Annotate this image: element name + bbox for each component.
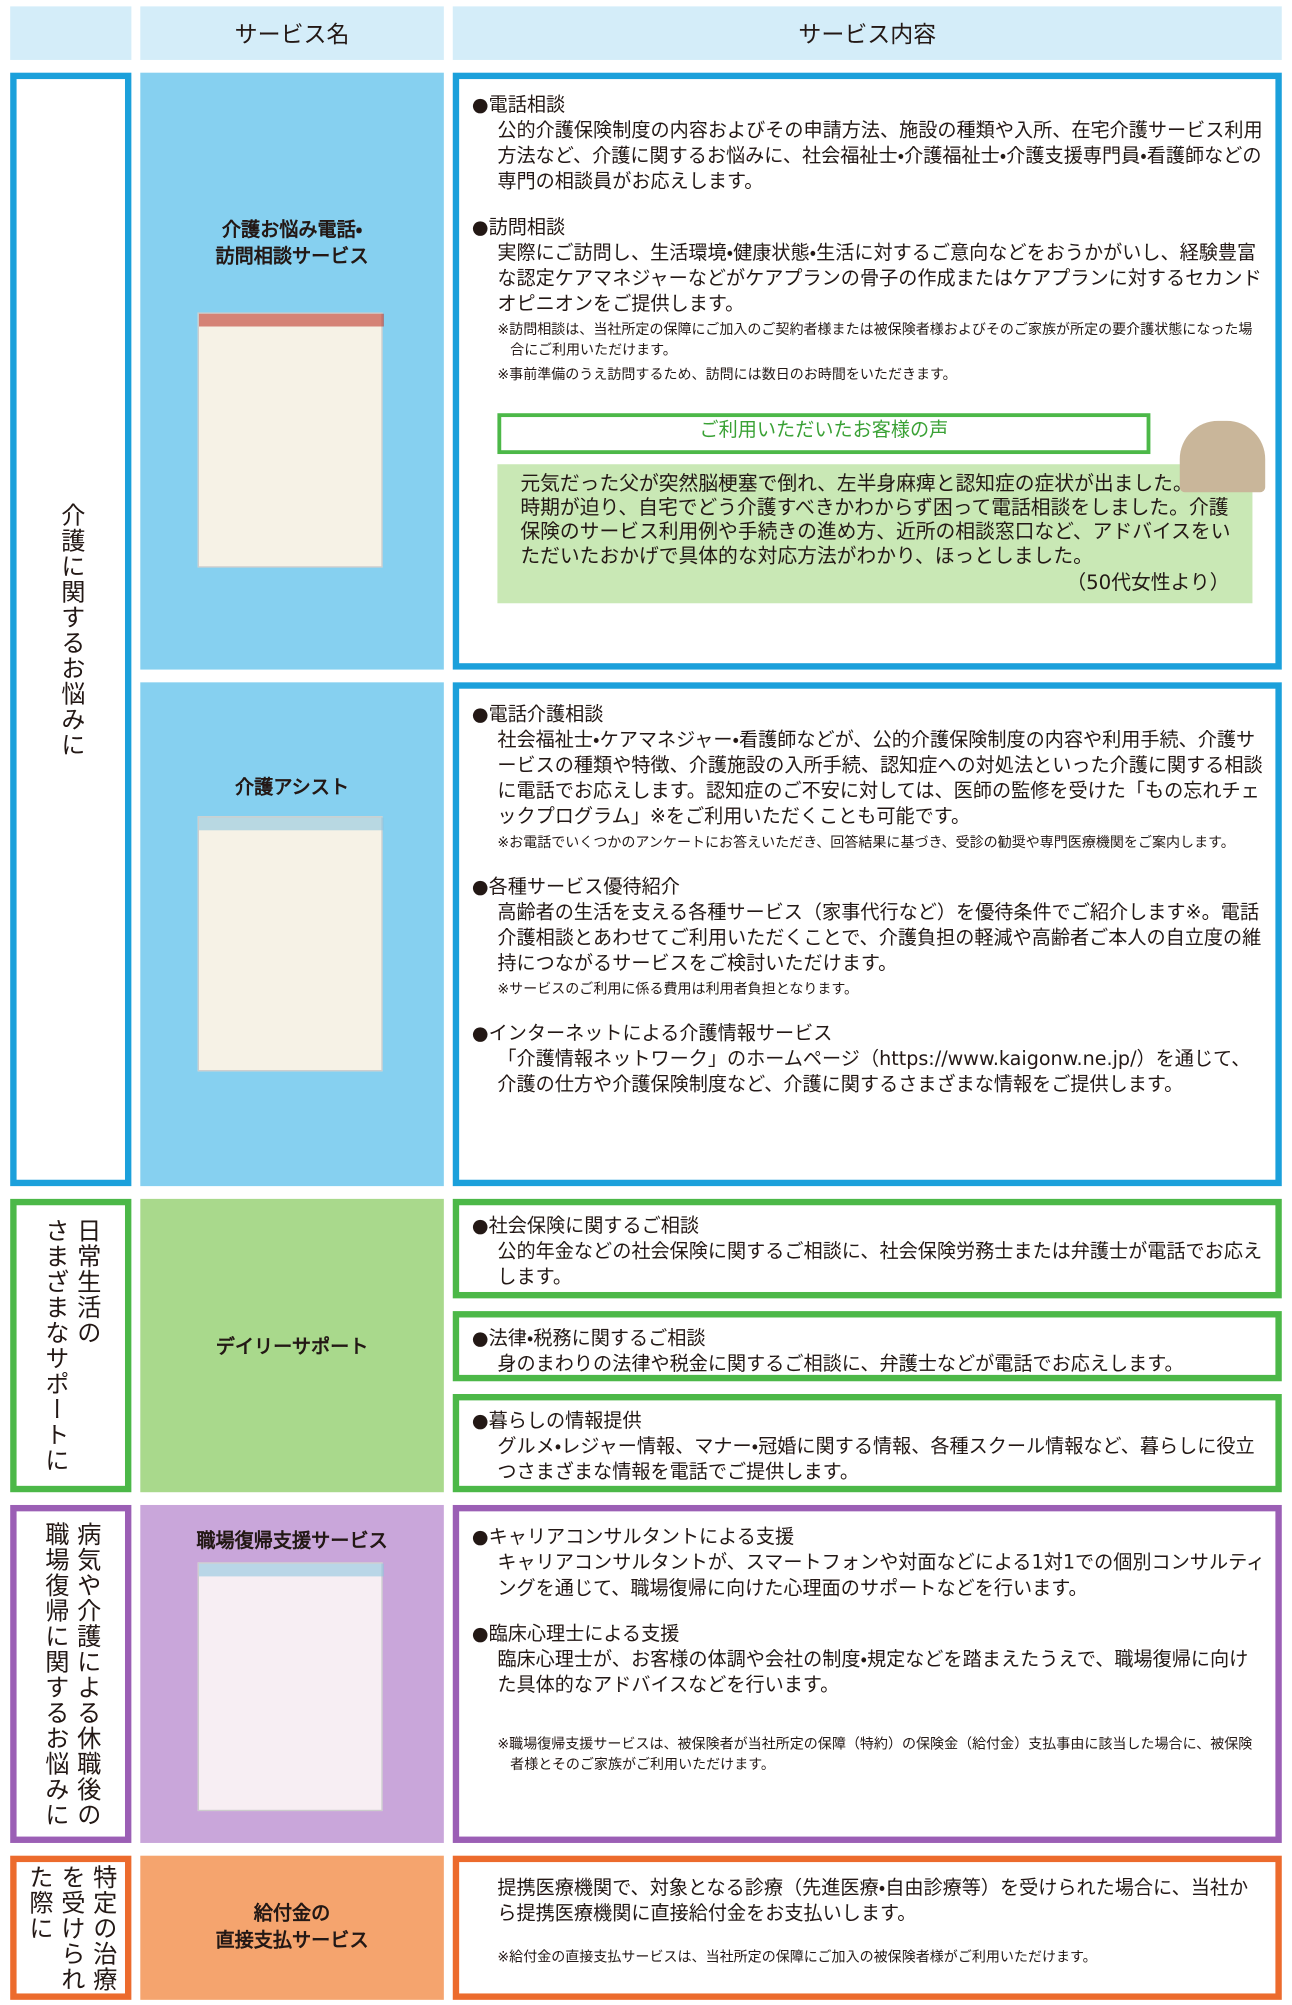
service-name: 職場復帰支援サービス [140, 1528, 444, 1555]
content-box: ●電話相談 公的介護保険制度の内容およびその申請方法、施設の種類や入所、在宅介護サ… [452, 72, 1282, 670]
category-text: 介護に関するお悩みに [55, 502, 87, 757]
category-text: 病気や介護による休職後の 職場復帰に関するお悩みに [39, 1521, 103, 1827]
item-body: 公的年金などの社会保険に関するご相談に、社会保険労務士または弁護士が電話でお応え… [497, 1239, 1263, 1289]
voice-body: 元気だった父が突然脳梗塞で倒れ、左半身麻痺と認知症の症状が出ました。退院時期が迫… [497, 464, 1253, 604]
spacer [472, 853, 1265, 873]
item-body: 公的介護保険制度の内容およびその申請方法、施設の種類や入所、在宅介護サービス利用… [497, 118, 1263, 193]
note: ※お電話でいくつかのアンケートにお答えいただき、回答結果に基づき、受診の勧奨や専… [497, 834, 1235, 851]
note: ※給付金の直接支払サービスは、当社所定の保障にご加入の被保険者様がご利用いただけ… [497, 1948, 1097, 1966]
service-name-line: 介護お悩み電話・ [221, 218, 363, 242]
category-line: 特定の治療 [89, 1863, 118, 1992]
content-box: ●暮らしの情報提供 グルメ・レジャー情報、マナー・冠婚に関する情報、各種スクール情… [452, 1394, 1282, 1493]
item-heading: ●電話介護相談 [471, 702, 604, 726]
service-name: 介護お悩み電話・ 訪問相談サービス [140, 217, 444, 271]
item-heading: ●社会保険に関するご相談 [471, 1214, 700, 1238]
spacer [472, 1926, 1265, 1944]
item-heading: ●臨床心理士による支援 [471, 1622, 680, 1646]
service-name-line: 訪問相談サービス [215, 244, 369, 268]
item-heading: ●インターネットによる介護情報サービス [471, 1021, 833, 1045]
note: ※サービスのご利用に係る費用は利用者負担となります。 [497, 980, 859, 998]
category-line: を受けられ [57, 1863, 86, 1992]
note: ※事前準備のうえ訪問するため、訪問には数日のお時間をいただきます。 [497, 366, 957, 383]
service-name: 介護アシスト [140, 774, 444, 801]
service-name: デイリーサポート [140, 1334, 444, 1361]
category-text: 日常生活の さまざまなサポートに [39, 1218, 103, 1473]
service-name-line: デイリーサポート [215, 1335, 369, 1359]
item-body: 「介護情報ネットワーク」のホームページ（https://www.kaigonw.… [497, 1047, 1251, 1096]
category-line: さまざまなサポートに [41, 1218, 70, 1474]
content-box: ●社会保険に関するご相談 公的年金などの社会保険に関するご相談に、社会保険労務士ま… [452, 1198, 1282, 1299]
spacer [472, 1000, 1265, 1020]
category-text: 特定の治療 を受けられ た際に [23, 1864, 119, 1992]
brochure-band [198, 817, 384, 831]
service-name-line: 介護アシスト [235, 775, 350, 799]
item-body: グルメ・レジャー情報、マナー・冠婚に関する情報、各種スクール情報など、暮らしに役… [497, 1434, 1255, 1484]
brochure-band [198, 1563, 384, 1577]
item-heading: ●訪問相談 [471, 215, 566, 239]
item-body: 臨床心理士が、お客様の体調や会社の制度・規定などを踏まえたうえで、職場復帰に向け… [497, 1647, 1249, 1697]
item-heading: ●暮らしの情報提供 [471, 1409, 642, 1433]
item-heading: ●電話相談 [471, 93, 566, 117]
service-name-line: 給付金の [253, 1901, 331, 1925]
content-box: ●キャリアコンサルタントによる支援 キャリアコンサルタントが、スマートフォンや対面… [452, 1504, 1282, 1843]
category-line: 介護に関するお悩みに [57, 501, 86, 757]
item-body: キャリアコンサルタントが、スマートフォンや対面などによる1対1での個別コンサルテ… [497, 1550, 1266, 1600]
brochure-band [198, 313, 384, 327]
mascot-image [1179, 420, 1266, 493]
content-box: ●法律・税務に関するご相談 身のまわりの法律や税金に関するご相談に、弁護士などが電… [452, 1311, 1282, 1382]
header-cell: サービス内容 [452, 6, 1282, 60]
category-label: 病気や介護による休職後の 職場復帰に関するお悩みに [10, 1504, 132, 1843]
service-cell [140, 1198, 444, 1493]
spacer [472, 194, 1265, 214]
category-line: 日常生活の [73, 1218, 102, 1346]
item-body: 高齢者の生活を支える各種サービス（家事代行など）を優待条件でご紹介します※。電話… [497, 900, 1262, 975]
item-heading: ●法律・税務に関するご相談 [471, 1326, 706, 1350]
item-body: 社会福祉士・ケアマネジャー・看護師などが、公的介護保険制度の内容や利用手続、介護… [497, 728, 1263, 828]
voice-source: （50代女性より） [1066, 571, 1230, 595]
header-cell [10, 6, 132, 60]
category-label: 特定の治療 を受けられ た際に [10, 1855, 132, 2000]
content-box: ●電話介護相談 社会福祉士・ケアマネジャー・看護師などが、公的介護保険制度の内容や… [452, 682, 1282, 1187]
voice-text: 元気だった父が突然脳梗塞で倒れ、左半身麻痺と認知症の症状が出ました。退院時期が迫… [520, 471, 1233, 568]
note: ※訪問相談は、当社所定の保障にご加入のご契約者様または被保険者様およびそのご家族… [497, 321, 1253, 359]
voice-title: ご利用いただいたお客様の声 [497, 413, 1151, 455]
category-line: た際に [25, 1863, 54, 1941]
item-body: 身のまわりの法律や税金に関するご相談に、弁護士などが電話でお応えします。 [497, 1351, 1184, 1375]
category-label: 日常生活の さまざまなサポートに [10, 1198, 132, 1493]
category-line: 病気や介護による休職後の [73, 1520, 102, 1828]
service-name-line: 直接支払サービス [215, 1928, 369, 1952]
header-cell: サービス名 [140, 6, 444, 60]
category-line: 職場復帰に関するお悩みに [41, 1520, 70, 1828]
note: ※職場復帰支援サービスは、被保険者が当社所定の保障（特約）の保険金（給付金）支払… [497, 1735, 1253, 1773]
item-body: 提携医療機関で、対象となる診療（先進医療・自由診療等）を受けられた場合に、当社か… [497, 1876, 1249, 1925]
category-label: 介護に関するお悩みに [10, 72, 132, 1187]
brochure-image [197, 816, 384, 1072]
service-name-line: 職場復帰支援サービス [196, 1529, 388, 1553]
service-name: 給付金の直接支払サービス [140, 1900, 444, 1954]
service-cell [140, 1855, 444, 2000]
brochure-image [197, 312, 384, 568]
brochure-image [197, 1562, 384, 1812]
spacer [472, 1601, 1265, 1621]
spacer [472, 1698, 1265, 1731]
item-heading: ●各種サービス優待紹介 [471, 874, 680, 898]
content-box: 提携医療機関で、対象となる診療（先進医療・自由診療等）を受けられた場合に、当社か… [452, 1855, 1282, 2000]
item-body: 実際にご訪問し、生活環境・健康状態・生活に対するご意向などをおうかがいし、経験豊… [497, 241, 1262, 316]
item-heading: ●キャリアコンサルタントによる支援 [471, 1525, 795, 1549]
